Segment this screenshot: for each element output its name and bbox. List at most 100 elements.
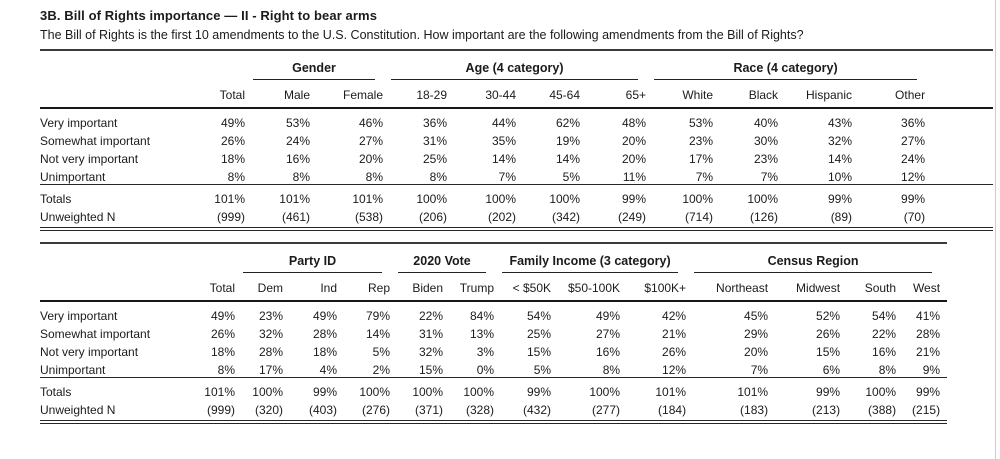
value-cell: 7% <box>760 170 779 184</box>
value-cell: 25% <box>527 327 552 341</box>
value-cell: 101% <box>200 377 235 399</box>
value-cell: 49% <box>596 309 621 323</box>
value-cell: 26% <box>210 327 235 341</box>
value-cell: (215) <box>912 403 941 417</box>
value-cell: 26% <box>662 345 687 359</box>
value-cell: 20% <box>744 345 769 359</box>
value-cell: 52% <box>816 309 841 323</box>
crosstab-table-politics-income-region: Party ID 2020 Vote Family Income (3 catego… <box>40 242 948 417</box>
group-header-row: Party ID 2020 Vote Family Income (3 catego… <box>40 243 947 273</box>
question-subtitle: The Bill of Rights is the first 10 amend… <box>40 28 804 42</box>
column-header-dem: Dem <box>235 273 283 302</box>
group-header-label: Census Region <box>694 254 933 273</box>
column-header-hispanic: Hispanic <box>778 80 853 109</box>
value-cell: 100% <box>383 184 448 206</box>
row-label: Somewhat important <box>40 327 151 341</box>
table-bottom-double-rule <box>40 227 993 231</box>
value-cell: 100% <box>713 184 779 206</box>
pad-cell <box>925 50 993 80</box>
table-row-totals: Totals 101% 101% 101% 100% 100% 100% 99% 100% 100… <box>40 184 994 206</box>
group-header-party-id: Party ID <box>235 243 390 273</box>
value-cell: 46% <box>358 116 384 130</box>
value-cell: (328) <box>466 403 495 417</box>
value-cell: (126) <box>750 210 779 224</box>
value-cell: 23% <box>689 134 714 148</box>
table-row-totals: Totals 101% 100% 99% 100% 100% 100% 99% 100% 101%… <box>40 377 948 399</box>
value-cell: (249) <box>618 210 647 224</box>
value-cell: 40% <box>754 116 779 130</box>
value-cell: 2% <box>372 363 391 377</box>
value-cell: 13% <box>470 327 495 341</box>
value-cell: 100% <box>235 377 283 399</box>
value-cell: 99% <box>494 377 552 399</box>
value-cell: 15% <box>816 345 841 359</box>
group-header-row: Gender Age (4 category) Race (4 category) <box>40 50 993 80</box>
value-cell: 101% <box>686 377 769 399</box>
value-cell: 101% <box>310 184 384 206</box>
value-cell: 4% <box>319 363 337 377</box>
value-cell: 16% <box>872 345 897 359</box>
value-cell: 99% <box>778 184 853 206</box>
value-cell: (342) <box>552 210 581 224</box>
column-header-total: Total <box>200 80 245 109</box>
corner-cell <box>40 50 200 80</box>
value-cell: 53% <box>285 116 310 130</box>
row-label: Very important <box>40 116 118 130</box>
value-cell: 7% <box>750 363 769 377</box>
value-cell: 18% <box>220 152 245 166</box>
group-header-label: Gender <box>253 61 376 80</box>
group-header-label: Family Income (3 category) <box>502 254 679 273</box>
value-cell: 100% <box>447 184 517 206</box>
column-header-trump: Trump <box>443 273 495 302</box>
row-label: Not very important <box>40 345 139 359</box>
value-cell: (276) <box>362 403 391 417</box>
pad-cell <box>940 323 947 341</box>
table-row-unimportant: Unimportant 8% 17% 4% 2% 15% 0% 5% 8% 12% 7% 6% 8% 9% <box>40 359 947 378</box>
value-cell: 16% <box>285 152 310 166</box>
table-row-not-very-important: Not very important 18% 28% 18% 5% 32% 3% 15% 16%… <box>40 341 947 359</box>
value-cell: 100% <box>646 184 714 206</box>
value-cell: 12% <box>901 170 926 184</box>
value-cell: 23% <box>754 152 779 166</box>
column-header-other: Other <box>852 80 926 109</box>
value-cell: 100% <box>840 377 897 399</box>
value-cell: 0% <box>476 363 495 377</box>
group-header-race-4-category: Race (4 category) <box>646 50 925 80</box>
group-header-gender: Gender <box>245 50 383 80</box>
row-label: Totals <box>40 377 200 399</box>
value-cell: 14% <box>491 152 517 166</box>
row-label: Somewhat important <box>40 134 151 148</box>
table-row-very-important: Very important 49% 53% 46% 36% 44% 62% 48% 53% 40… <box>40 108 993 130</box>
pad-cell <box>940 301 947 323</box>
row-label-header <box>40 273 200 302</box>
question-title: 3B. Bill of Rights importance — II - Rig… <box>40 8 378 23</box>
group-header-2020-vote: 2020 Vote <box>390 243 494 273</box>
value-cell: 24% <box>901 152 926 166</box>
value-cell: 101% <box>245 184 310 206</box>
value-cell: 17% <box>689 152 714 166</box>
value-cell: (388) <box>868 403 897 417</box>
value-cell: 43% <box>828 116 853 130</box>
value-cell: 14% <box>365 327 391 341</box>
value-cell: (999) <box>206 403 235 417</box>
pad-cell <box>925 184 994 206</box>
value-cell: (213) <box>812 403 841 417</box>
value-cell: 62% <box>555 116 581 130</box>
value-cell: 45% <box>744 309 769 323</box>
value-cell: (371) <box>415 403 444 417</box>
value-cell: 48% <box>622 116 647 130</box>
pad-cell <box>925 130 993 148</box>
column-header-biden: Biden <box>390 273 444 302</box>
total-column-spacer <box>200 243 235 273</box>
value-cell: 7% <box>695 170 714 184</box>
value-cell: 36% <box>422 116 448 130</box>
value-cell: 42% <box>662 309 687 323</box>
pad-cell <box>925 108 993 130</box>
row-label: Very important <box>40 309 118 323</box>
value-cell: 99% <box>896 377 941 399</box>
table-row-not-very-important: Not very important 18% 16% 20% 25% 14% 14% 20% 1… <box>40 148 993 166</box>
crosstab-table-demographics: Gender Age (4 category) Race (4 category) T… <box>40 49 994 224</box>
value-cell: 6% <box>822 363 841 377</box>
value-cell: 8% <box>292 170 310 184</box>
pad-cell <box>940 273 948 302</box>
